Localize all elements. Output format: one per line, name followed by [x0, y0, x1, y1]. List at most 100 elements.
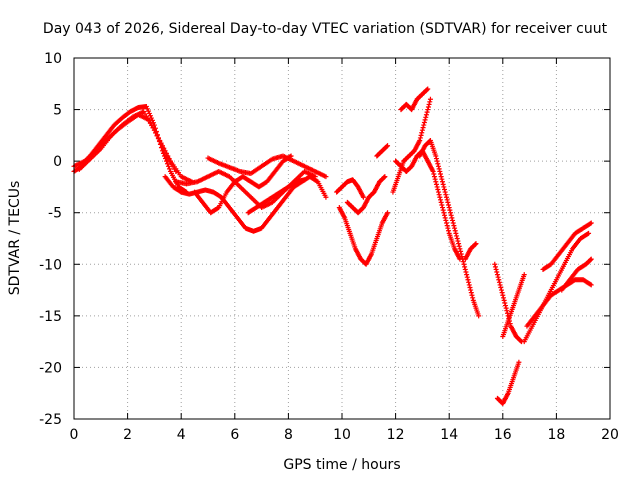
- data-point: [312, 174, 318, 180]
- data-point: [493, 266, 499, 272]
- data-point: [504, 308, 510, 314]
- data-point: [452, 228, 458, 234]
- data-point: [494, 269, 500, 275]
- data-point: [314, 178, 320, 184]
- data-point: [433, 156, 439, 162]
- x-tick-label: 14: [440, 427, 458, 443]
- x-tick-label: 18: [547, 427, 565, 443]
- x-tick-label: 20: [601, 427, 619, 443]
- data-point: [460, 259, 466, 265]
- data-point: [215, 205, 221, 211]
- data-point: [467, 284, 473, 290]
- data-point: [466, 282, 472, 288]
- data-point: [456, 241, 462, 247]
- data-point: [588, 282, 594, 288]
- y-tick-label: 0: [53, 154, 62, 170]
- data-point: [425, 104, 431, 110]
- data-point: [159, 144, 165, 150]
- data-point: [442, 215, 448, 221]
- data-point: [458, 248, 464, 254]
- series-arc-4: [162, 174, 329, 234]
- series-arc-23: [540, 220, 594, 272]
- data-point: [439, 176, 445, 182]
- data-point: [464, 274, 470, 280]
- data-point: [457, 246, 463, 252]
- data-point: [423, 114, 429, 120]
- data-point: [431, 171, 437, 177]
- series-arc-19: [494, 359, 522, 407]
- data-point: [434, 158, 440, 164]
- x-tick-label: 4: [177, 427, 186, 443]
- data-point: [472, 241, 478, 247]
- data-point: [500, 295, 506, 301]
- data-point: [437, 171, 443, 177]
- data-point: [497, 282, 503, 288]
- data-point: [452, 225, 458, 231]
- data-point: [494, 272, 500, 278]
- data-point: [432, 176, 438, 182]
- data-point: [427, 96, 433, 102]
- data-point: [458, 251, 464, 257]
- x-axis-label: GPS time / hours: [283, 457, 400, 473]
- data-point: [433, 153, 439, 159]
- data-point: [496, 279, 502, 285]
- y-tick-label: 10: [44, 51, 62, 67]
- data-point: [451, 223, 457, 229]
- data-point: [495, 274, 501, 280]
- data-point: [417, 138, 423, 144]
- data-point: [473, 241, 479, 247]
- data-point: [448, 212, 454, 218]
- data-point: [144, 106, 150, 112]
- data-point: [492, 264, 498, 270]
- data-point: [433, 181, 439, 187]
- data-point: [502, 300, 508, 306]
- data-point: [436, 192, 442, 198]
- data-point: [446, 228, 452, 234]
- chart-title: Day 043 of 2026, Sidereal Day-to-day VTE…: [43, 21, 608, 37]
- y-tick-label: 5: [53, 103, 62, 119]
- data-point: [455, 238, 461, 244]
- data-point: [469, 292, 475, 298]
- x-tick-label: 10: [333, 427, 351, 443]
- data-point: [155, 136, 161, 142]
- data-point: [587, 281, 593, 287]
- data-point: [462, 266, 468, 272]
- data-point: [462, 264, 468, 270]
- grid-lines: [74, 58, 610, 419]
- y-tick-label: -15: [39, 309, 62, 325]
- series-arc-3: [76, 109, 179, 174]
- data-point: [323, 174, 329, 180]
- data-point: [465, 277, 471, 283]
- data-point: [444, 197, 450, 203]
- data-point: [435, 163, 441, 169]
- data-point: [500, 292, 506, 298]
- x-tick-label: 8: [284, 427, 293, 443]
- data-point: [145, 108, 151, 114]
- data-point: [588, 256, 594, 262]
- data-point: [521, 272, 527, 278]
- data-point: [503, 305, 509, 311]
- data-point: [436, 166, 442, 172]
- x-tick-label: 16: [494, 427, 512, 443]
- data-point: [146, 110, 152, 116]
- data-point: [158, 141, 164, 147]
- data-point: [443, 217, 449, 223]
- data-point: [441, 210, 447, 216]
- data-point: [454, 236, 460, 241]
- data-point: [518, 338, 524, 344]
- data-point: [440, 205, 445, 211]
- series-arc-15: [393, 148, 463, 262]
- data-point: [454, 233, 460, 239]
- y-tick-label: -10: [39, 257, 62, 273]
- data-point: [435, 187, 441, 193]
- data-point: [173, 168, 179, 174]
- data-point: [499, 290, 505, 296]
- data-point: [496, 277, 502, 283]
- data-point: [456, 243, 462, 249]
- data-point: [154, 133, 160, 139]
- data-point: [419, 130, 425, 136]
- data-point: [442, 187, 448, 193]
- x-tick-label: 0: [70, 427, 79, 443]
- data-point: [468, 287, 474, 293]
- data-point: [161, 147, 167, 153]
